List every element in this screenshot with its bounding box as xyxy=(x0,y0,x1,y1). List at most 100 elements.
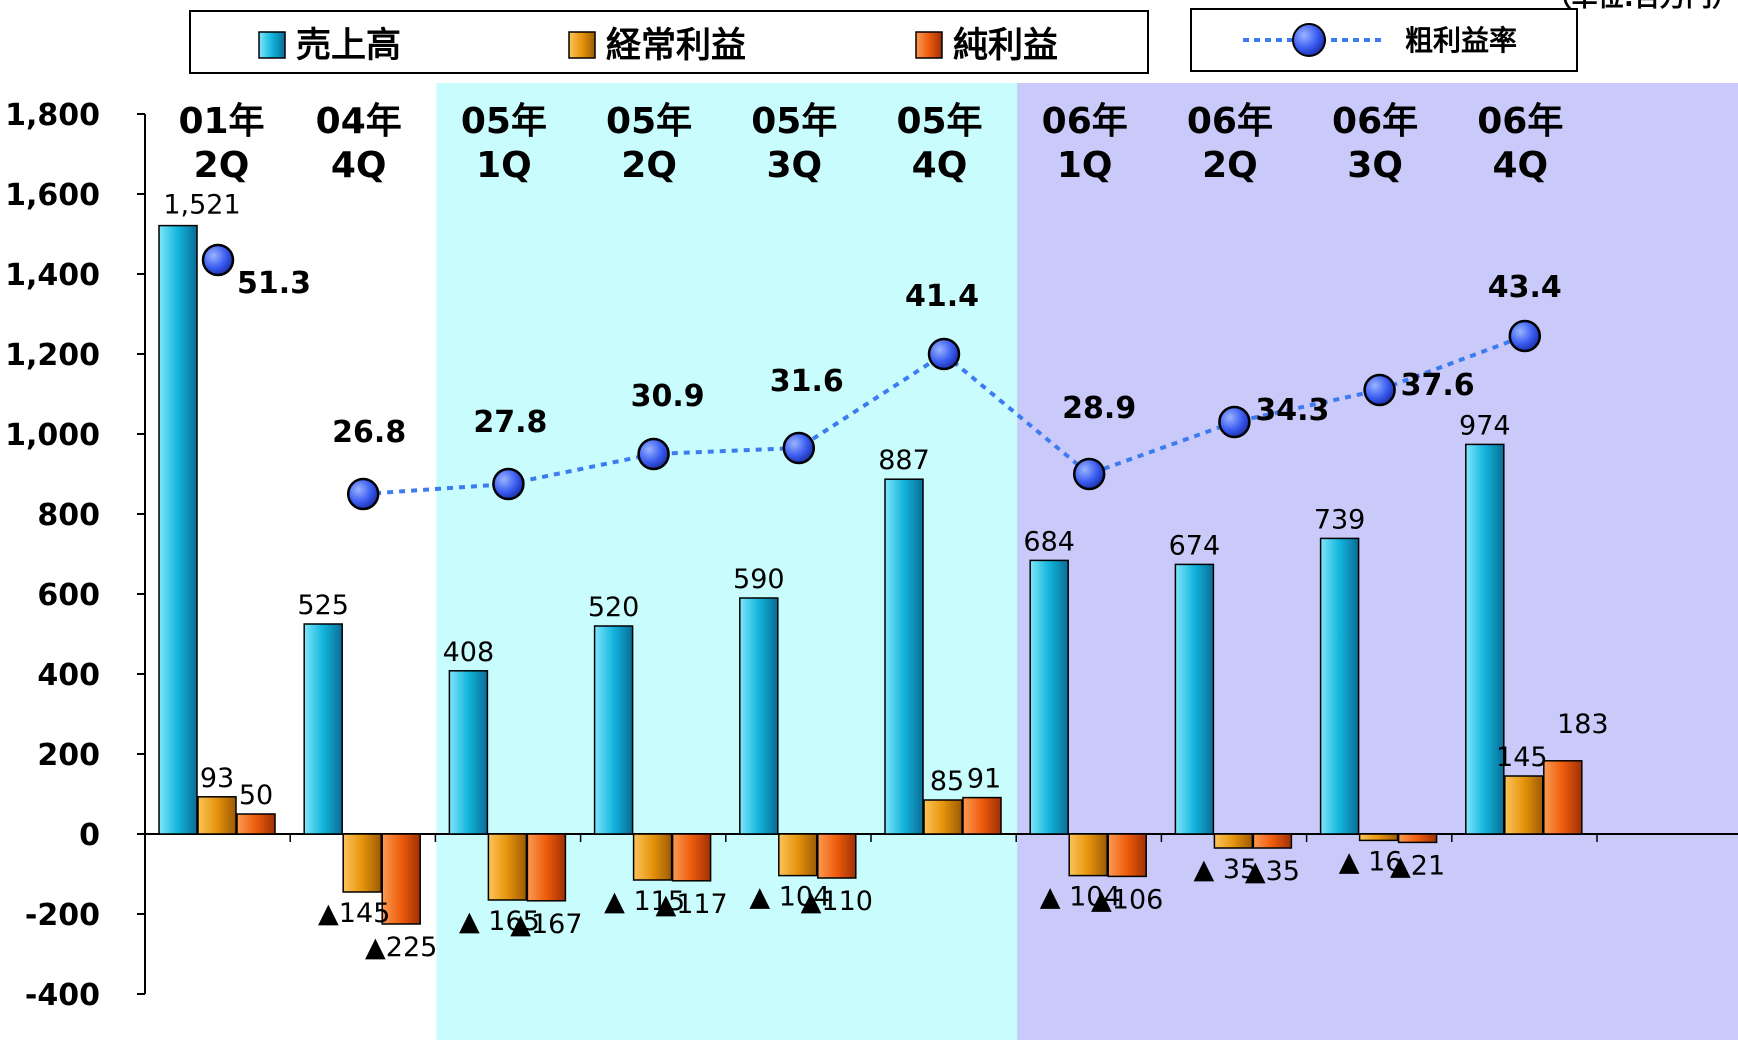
gross-margin-label: 51.3 xyxy=(237,266,311,301)
bar-net xyxy=(1252,833,1293,849)
gross-margin-marker xyxy=(1508,319,1542,353)
legend-box xyxy=(189,10,1149,74)
gross-margin-marker xyxy=(492,467,525,501)
gross-margin-label: 31.6 xyxy=(770,364,844,399)
y-tick-label: 200 xyxy=(37,738,100,773)
data-label-ordinary: ▲ 115 xyxy=(604,886,685,917)
category-headers: 01年2Q04年4Q05年1Q05年2Q05年3Q05年4Q06年1Q06年2Q… xyxy=(178,101,1563,186)
gross-margin-marker xyxy=(927,337,961,371)
data-label-sales: 674 xyxy=(1169,530,1221,561)
gross-margin-label: 37.6 xyxy=(1401,368,1475,403)
bar-sales xyxy=(1465,443,1505,835)
y-tick-label: 1,400 xyxy=(5,258,100,293)
data-label-net: ▲21 xyxy=(1390,850,1445,881)
legend-label-ordinary: 経常利益 xyxy=(606,26,746,66)
category-year: 06年 xyxy=(1187,101,1273,142)
y-tick-label: 1,600 xyxy=(5,178,100,213)
category-quarter: 2Q xyxy=(621,145,677,186)
category-year: 06年 xyxy=(1042,101,1128,142)
data-label-ordinary: 85 xyxy=(930,766,964,797)
legend-swatch-sales xyxy=(258,31,286,59)
bar-sales xyxy=(739,597,779,835)
gross-margin-label: 34.3 xyxy=(1255,393,1329,428)
data-label-sales: 520 xyxy=(588,592,640,623)
category-year: 01年 xyxy=(178,101,264,142)
bar-sales xyxy=(1029,559,1069,835)
gross-margin-marker xyxy=(201,243,235,277)
category-year: 05年 xyxy=(461,101,547,142)
y-tick-label: 1,200 xyxy=(5,338,100,373)
legend-swatch-net xyxy=(915,31,943,59)
data-labels: 51.3 26.8 27.8 30.9 31.6 41.4 28.9 34.3 37.6 43.4… xyxy=(163,190,1608,963)
gross-margin-label: 28.9 xyxy=(1062,391,1136,426)
data-label-sales: 974 xyxy=(1459,410,1511,441)
legend-label-sales: 売上高 xyxy=(296,26,401,66)
bar-net xyxy=(236,813,276,835)
data-label-sales: 590 xyxy=(733,564,785,595)
bar-ordinary xyxy=(632,833,673,881)
gross-margin-label: 43.4 xyxy=(1488,270,1562,305)
unit-label: （単位:百万円） xyxy=(1546,0,1738,13)
bar-sales xyxy=(1319,537,1360,835)
y-tick-label: 1,800 xyxy=(5,98,100,133)
bar-ordinary xyxy=(1358,833,1399,842)
category-quarter: 3Q xyxy=(1347,145,1403,186)
y-tick-label: 400 xyxy=(37,658,100,693)
bar-ordinary xyxy=(1068,833,1108,877)
legend-rate-marker xyxy=(1292,23,1326,57)
legend-line: 粗利益率 xyxy=(1190,8,1578,72)
bar-net xyxy=(1543,760,1583,835)
data-label-ordinary: 93 xyxy=(200,763,234,794)
gross-margin-label: 27.8 xyxy=(473,405,547,440)
data-label-ordinary: 145 xyxy=(1496,742,1548,773)
bar-ordinary xyxy=(1213,833,1254,849)
bar-net xyxy=(381,833,421,925)
data-label-net: 50 xyxy=(239,780,273,811)
legend-label-rate: 粗利益率 xyxy=(1405,24,1517,57)
gross-margin-marker xyxy=(637,437,670,471)
data-label-net: ▲110 xyxy=(801,886,873,917)
category-quarter: 1Q xyxy=(1057,145,1113,186)
bar-net xyxy=(1107,833,1147,878)
bar-net xyxy=(962,796,1002,835)
bar-ordinary xyxy=(1504,775,1544,835)
data-label-sales: 1,521 xyxy=(163,190,240,221)
gross-margin-marker xyxy=(1072,457,1106,491)
y-tick-label: 0 xyxy=(79,818,100,853)
category-year: 05年 xyxy=(606,101,692,142)
bar-sales xyxy=(593,625,634,835)
category-year: 05年 xyxy=(896,101,982,142)
data-label-net: 183 xyxy=(1557,709,1609,740)
bars xyxy=(158,224,1583,925)
bar-net xyxy=(817,833,857,879)
category-quarter: 4Q xyxy=(912,145,968,186)
data-label-sales: 887 xyxy=(878,445,930,476)
data-label-net: 91 xyxy=(967,764,1001,795)
category-quarter: 3Q xyxy=(766,145,822,186)
data-label-sales: 684 xyxy=(1023,526,1075,557)
y-tick-label: -200 xyxy=(25,898,100,933)
category-quarter: 1Q xyxy=(476,145,532,186)
y-tick-label: -400 xyxy=(25,978,100,1013)
bar-sales xyxy=(448,670,489,835)
category-year: 04年 xyxy=(316,101,402,142)
bar-sales xyxy=(303,623,343,835)
gross-margin-label: 41.4 xyxy=(905,279,979,314)
category-quarter: 2Q xyxy=(194,145,250,186)
data-label-sales: 408 xyxy=(443,637,495,668)
gross-margin-marker xyxy=(346,477,380,511)
bar-sales xyxy=(1174,563,1215,835)
category-quarter: 4Q xyxy=(331,145,387,186)
y-axis: 1,800 1,600 1,400 1,200 1,000 800 600 400 200 0 -2… xyxy=(5,98,1738,1013)
data-label-ordinary: ▲ 35 xyxy=(1194,854,1258,885)
legend-swatch-ordinary xyxy=(568,31,596,59)
gross-margin-marker xyxy=(782,431,816,465)
data-label-net: ▲225 xyxy=(365,932,437,963)
legend-label-net: 純利益 xyxy=(953,26,1058,66)
data-label-net: ▲167 xyxy=(510,909,582,940)
legend-bars: 売上高 経常利益 純利益 xyxy=(189,10,1149,74)
gross-margin-label: 26.8 xyxy=(332,415,406,450)
bar-sales xyxy=(884,478,924,835)
